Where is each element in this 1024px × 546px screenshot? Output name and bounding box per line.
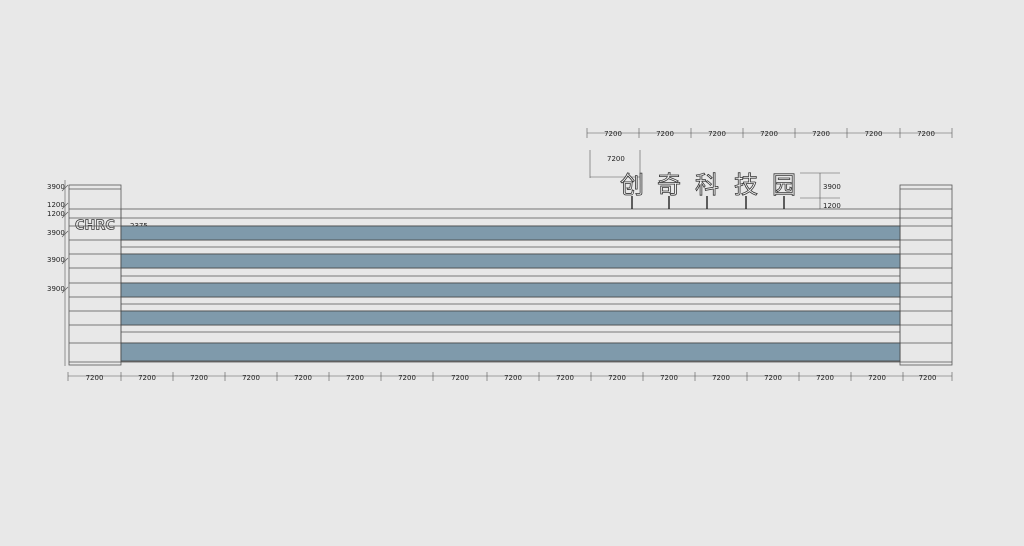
sign-char: 科 (695, 171, 719, 199)
dim-tick (61, 202, 69, 210)
sign-dim: 1200 (823, 202, 841, 210)
window-band (120, 310, 901, 326)
dim-tick (61, 230, 69, 238)
dim-tick (61, 184, 69, 192)
left-dim: 3900 (47, 229, 65, 237)
bottom-dim: 7200 (346, 374, 364, 382)
top-dim: 7200 (604, 130, 622, 138)
left-dim: 3900 (47, 285, 65, 293)
top-dim: 7200 (812, 130, 830, 138)
dim-tick (61, 211, 69, 219)
window-band (120, 282, 901, 298)
bottom-dim: 7200 (660, 374, 678, 382)
top-dim: 7200 (656, 130, 674, 138)
sign-char: 技 (734, 171, 758, 199)
top-dim: 7200 (760, 130, 778, 138)
window-band (120, 225, 901, 241)
top-dim: 7200 (708, 130, 726, 138)
bottom-dim: 7200 (242, 374, 260, 382)
sign-dim: 7200 (607, 155, 625, 163)
dim-tick (61, 257, 69, 265)
sign-dim: 3900 (823, 183, 841, 191)
bottom-dim: 7200 (608, 374, 626, 382)
bottom-dim: 7200 (764, 374, 782, 382)
bottom-dim: 7200 (190, 374, 208, 382)
right-tower (899, 184, 953, 366)
sign-char: 奇 (657, 171, 681, 199)
window-band (120, 253, 901, 269)
bottom-dim: 7200 (138, 374, 156, 382)
bottom-dim: 7200 (868, 374, 886, 382)
sign-char: 创 (620, 171, 644, 199)
bottom-dim: 7200 (398, 374, 416, 382)
bottom-dim: 7200 (86, 374, 104, 382)
top-dim: 7200 (917, 130, 935, 138)
bottom-dim: 7200 (504, 374, 522, 382)
bottom-dim: 7200 (712, 374, 730, 382)
bottom-dim: 7200 (294, 374, 312, 382)
top-dim: 7200 (865, 130, 883, 138)
bottom-dim: 7200 (816, 374, 834, 382)
left-dim: 3900 (47, 183, 65, 191)
bottom-dim: 7200 (556, 374, 574, 382)
left-tower (68, 184, 122, 366)
sign-char: 园 (772, 171, 796, 199)
bottom-dim: 7200 (919, 374, 937, 382)
left-dim: 1200 (47, 210, 65, 218)
left-dim: 1200 (47, 201, 65, 209)
window-band (120, 342, 901, 362)
left-dim: 3900 (47, 256, 65, 264)
bottom-dim: 7200 (451, 374, 469, 382)
dim-tick (61, 286, 69, 294)
